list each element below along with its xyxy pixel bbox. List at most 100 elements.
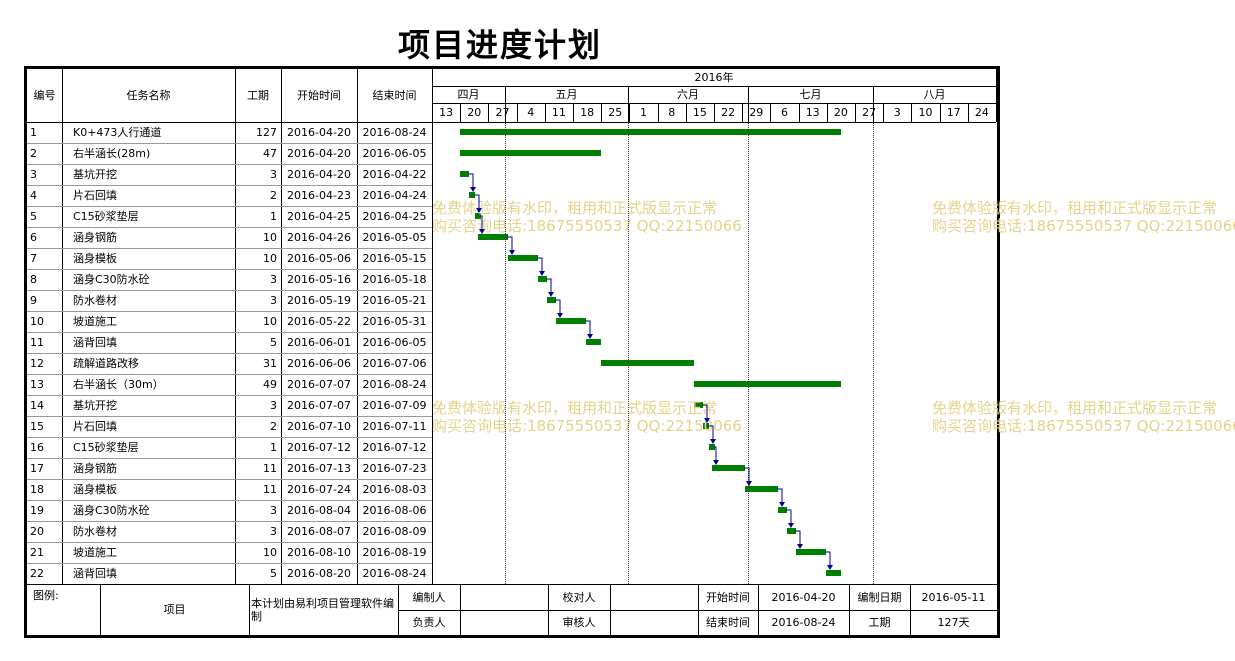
task-start-date: 2016-08-04 — [287, 504, 351, 517]
grid-line — [827, 103, 828, 122]
arrow-head — [539, 271, 545, 276]
grid-line — [432, 86, 996, 87]
task-id: 10 — [30, 315, 44, 328]
task-bar[interactable] — [703, 423, 709, 429]
grid-line — [235, 69, 236, 584]
task-bar[interactable] — [796, 549, 826, 555]
timeline-month: 七月 — [799, 88, 822, 101]
task-duration: 10 — [263, 546, 277, 559]
duration-label: 工期 — [868, 616, 891, 629]
task-start-date: 2016-07-24 — [287, 483, 351, 496]
dependency-arrow — [468, 173, 474, 189]
grid-line — [610, 584, 611, 635]
task-duration: 10 — [263, 315, 277, 328]
task-start-date: 2016-07-10 — [287, 420, 351, 433]
dependency-arrow — [795, 530, 801, 546]
table-row: 12 疏解道路改移 31 2016-06-06 2016-07-06 — [27, 353, 432, 374]
timeline-day: 25 — [608, 106, 623, 119]
watermark: 免费体验版有水印，租用和正式版显示正常 购买咨询电话:18675550537 QQ… — [932, 199, 1235, 235]
grid-line — [27, 227, 432, 228]
task-name: 右半涵长（30m） — [73, 378, 164, 391]
timeline-month: 八月 — [923, 88, 946, 101]
task-bar[interactable] — [694, 381, 841, 387]
grid-line — [281, 69, 282, 584]
grid-line — [398, 610, 997, 611]
task-bar[interactable] — [586, 339, 601, 345]
watermark-line: 免费体验版有水印，租用和正式版显示正常 — [432, 199, 718, 217]
timeline-day: 13 — [805, 106, 820, 119]
task-bar[interactable] — [601, 360, 694, 366]
grid-line — [432, 69, 433, 584]
task-name: 涵身模板 — [73, 483, 117, 496]
task-name: 涵身钢筋 — [73, 462, 117, 475]
task-bar[interactable] — [478, 234, 508, 240]
dependency-arrow — [786, 509, 792, 525]
task-bar[interactable] — [778, 507, 787, 513]
watermark-line: 免费体验版有水印，租用和正式版显示正常 — [432, 399, 718, 417]
task-name: 坡道施工 — [73, 315, 117, 328]
table-row: 2 右半涵长(28m) 47 2016-04-20 2016-06-05 — [27, 143, 432, 164]
task-bar[interactable] — [712, 465, 745, 471]
task-duration: 1 — [270, 210, 277, 223]
task-end-date: 2016-08-19 — [362, 546, 427, 559]
task-bar[interactable] — [745, 486, 778, 492]
month-separator — [505, 122, 506, 584]
task-bar[interactable] — [787, 528, 796, 534]
grid-line — [505, 86, 506, 122]
task-bar[interactable] — [475, 213, 481, 219]
task-end-date: 2016-08-06 — [362, 504, 427, 517]
timeline-month: 四月 — [457, 88, 480, 101]
table-row: 15 片石回填 2 2016-07-10 2016-07-11 — [27, 416, 432, 437]
grid-line — [27, 185, 432, 186]
timeline-day: 22 — [721, 106, 736, 119]
task-end-date: 2016-07-23 — [362, 462, 427, 475]
dependency-arrow — [474, 194, 480, 210]
task-bar[interactable] — [826, 570, 841, 576]
legend-item: 项目 — [163, 603, 186, 616]
task-bar[interactable] — [556, 318, 586, 324]
task-id: 6 — [30, 231, 37, 244]
task-start-date: 2016-04-23 — [287, 189, 351, 202]
task-bar[interactable] — [460, 129, 841, 135]
task-duration: 5 — [270, 567, 277, 580]
task-end-date: 2016-08-24 — [362, 567, 427, 580]
task-duration: 49 — [263, 378, 277, 391]
timeline-day: 11 — [551, 106, 566, 119]
task-duration: 3 — [270, 504, 277, 517]
task-start-date: 2016-08-10 — [287, 546, 351, 559]
task-end-date: 2016-05-05 — [362, 231, 427, 244]
task-bar[interactable] — [469, 192, 475, 198]
timeline-day: 13 — [439, 106, 454, 119]
arrow-head — [746, 481, 752, 486]
task-bar[interactable] — [694, 402, 703, 408]
grid-line — [573, 103, 574, 122]
timeline-day: 8 — [668, 106, 676, 119]
task-bar[interactable] — [709, 444, 715, 450]
table-row: 4 片石回填 2 2016-04-23 2016-04-24 — [27, 185, 432, 206]
task-duration: 2 — [270, 189, 277, 202]
grid-line — [27, 479, 432, 480]
grid-line — [658, 103, 659, 122]
arrow-head — [788, 523, 794, 528]
grid-line — [27, 395, 432, 396]
grid-line — [996, 69, 997, 122]
task-bar[interactable] — [460, 150, 601, 156]
start-label: 开始时间 — [706, 590, 750, 604]
grid-line — [27, 311, 432, 312]
task-start-date: 2016-04-20 — [287, 126, 351, 139]
grid-line — [27, 458, 432, 459]
table-row: 6 涵身钢筋 10 2016-04-26 2016-05-05 — [27, 227, 432, 248]
task-bar[interactable] — [538, 276, 547, 282]
grid-line — [548, 584, 549, 635]
task-name: 涵身C30防水砼 — [73, 273, 150, 286]
dependency-arrow — [555, 299, 561, 315]
task-bar[interactable] — [508, 255, 538, 261]
task-start-date: 2016-08-07 — [287, 525, 351, 538]
timeline-day: 3 — [893, 106, 901, 119]
task-bar[interactable] — [547, 297, 556, 303]
task-start-date: 2016-06-01 — [287, 336, 351, 349]
grid-line — [758, 584, 759, 635]
task-end-date: 2016-05-15 — [362, 252, 427, 265]
task-bar[interactable] — [460, 171, 469, 177]
dependency-arrow — [702, 404, 708, 420]
